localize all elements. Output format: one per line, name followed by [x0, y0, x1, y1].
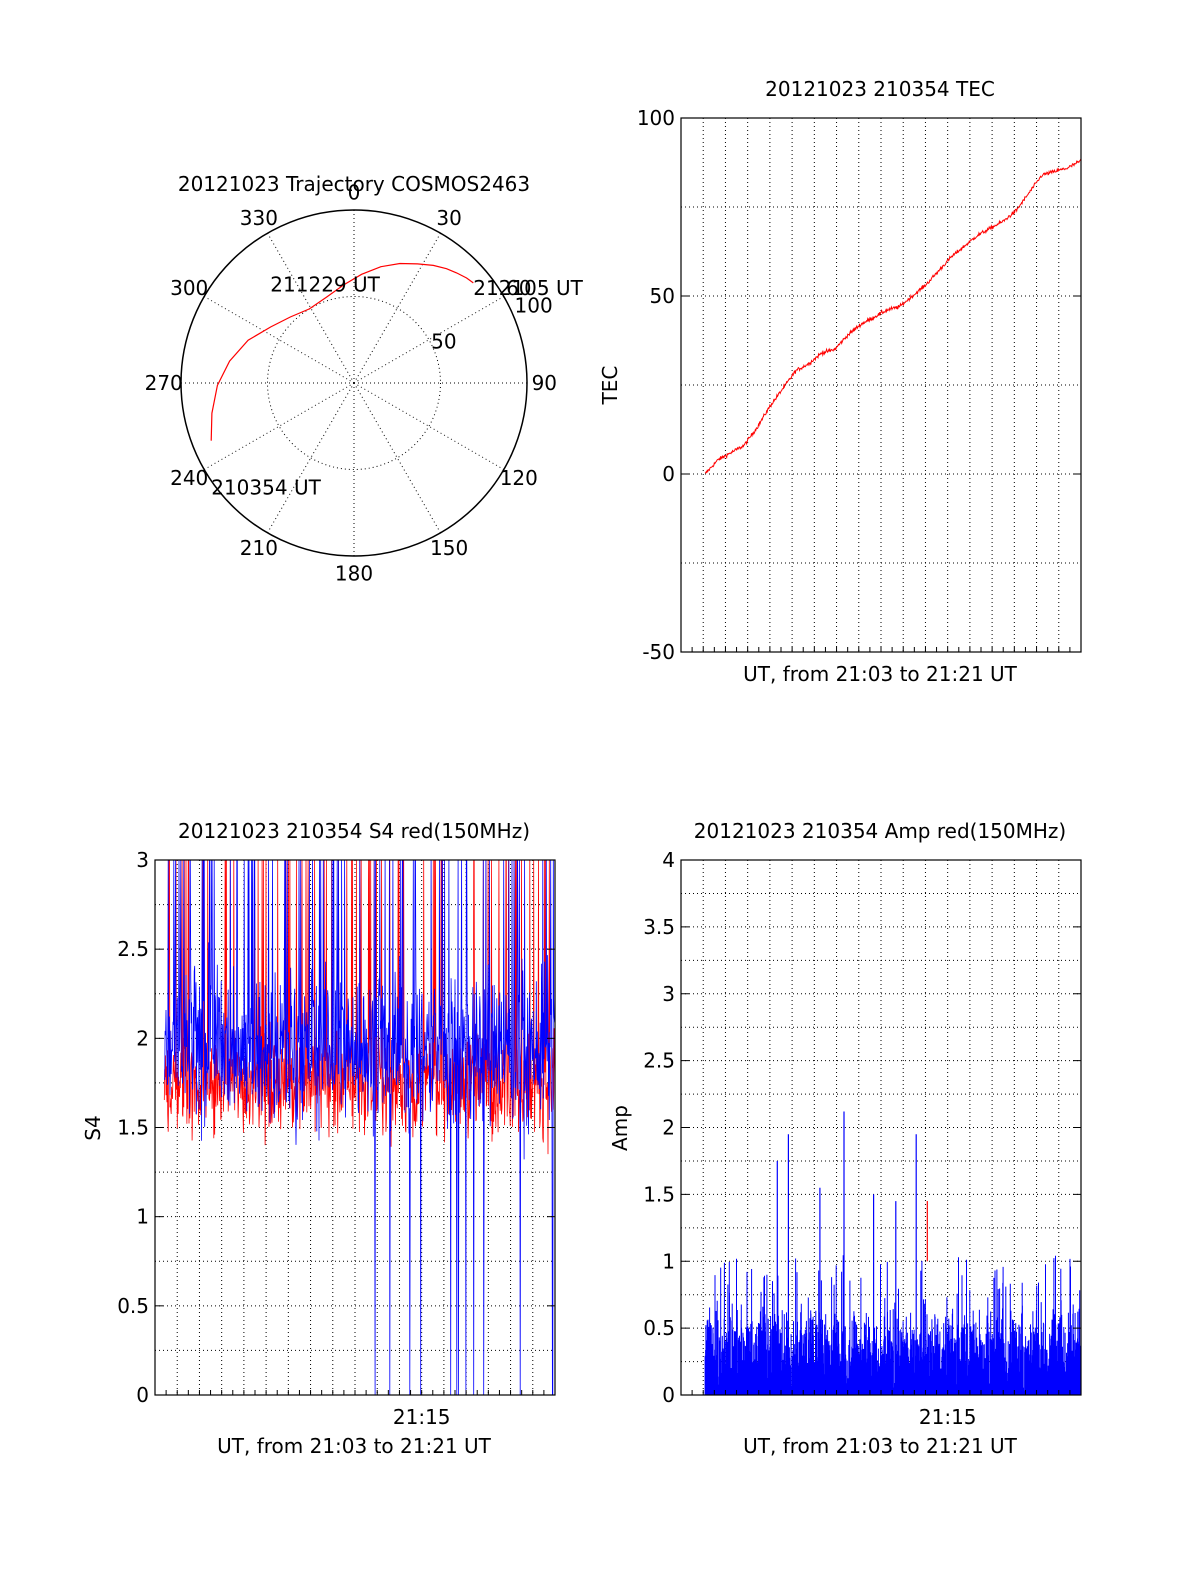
polar-spoke	[203, 296, 355, 384]
tec-x-label: UT, from 21:03 to 21:21 UT	[743, 662, 1018, 686]
amp-panel: 20121023 210354 Amp red(150MHz) 0 0.5 1 1.5…	[608, 819, 1082, 1458]
amp-y-tick-label: 3	[662, 982, 675, 1006]
polar-grid	[180, 209, 528, 557]
amp-y-tick-label: 1	[662, 1249, 675, 1273]
s4-y-ticks: 0 0.5 1 1.5 2 2.5 3	[117, 848, 555, 1407]
amp-y-tick-label: 0.5	[643, 1316, 675, 1340]
tec-y-tick-label: 0	[662, 462, 675, 486]
polar-azimuth-label: 330	[240, 206, 278, 230]
tec-y-tick-label: 50	[650, 284, 675, 308]
trajectory-annotations: 212105 UT 211229 UT 210354 UT	[211, 273, 583, 500]
amp-y-tick-label: 2.5	[643, 1049, 675, 1073]
polar-spoke	[353, 382, 505, 470]
amp-x-tick-label: 21:15	[919, 1405, 977, 1429]
tec-line	[704, 158, 1082, 474]
trajectory-panel: 20121023 Trajectory COSMOS2463 0 30 60 90 12…	[145, 172, 584, 585]
polar-radial-ring	[267, 296, 441, 470]
tec-y-label: TEC	[598, 366, 622, 406]
amp-y-tick-label: 0	[662, 1383, 675, 1407]
polar-azimuth-label: 60	[506, 276, 531, 300]
amp-y-ticks: 0 0.5 1 1.5 2 2.5 3 3.5 4	[643, 848, 1081, 1407]
polar-azimuth-label: 150	[430, 536, 468, 560]
polar-spoke	[203, 382, 355, 470]
polar-azimuth-label: 0	[348, 181, 361, 205]
polar-azimuth-label: 210	[240, 536, 278, 560]
s4-series	[163, 859, 556, 1396]
s4-frame	[154, 859, 556, 1396]
tec-y-tick-label: -50	[642, 640, 675, 664]
polar-spoke	[353, 296, 505, 384]
s4-title: 20121023 210354 S4 red(150MHz)	[178, 819, 530, 843]
s4-y-tick-label: 3	[136, 848, 149, 872]
s4-y-tick-label: 2	[136, 1026, 149, 1050]
amp-title: 20121023 210354 Amp red(150MHz)	[694, 819, 1066, 843]
tec-y-ticks: -50 0 50 100	[637, 106, 1081, 664]
s4-panel: 20121023 210354 S4 red(150MHz) 0 0.5 1 1.5 2…	[81, 819, 556, 1458]
s4-x-label: UT, from 21:03 to 21:21 UT	[217, 1434, 492, 1458]
amp-y-tick-label: 3.5	[643, 915, 675, 939]
polar-azimuth-label: 300	[170, 276, 208, 300]
tec-series	[704, 158, 1082, 474]
amp-y-tick-label: 1.5	[643, 1182, 675, 1206]
polar-spoke	[267, 232, 355, 384]
polar-radial-label: 100	[515, 293, 553, 317]
polar-radial-labels: 50 100	[431, 293, 553, 353]
s4-line	[163, 859, 556, 1396]
amp-x-label: UT, from 21:03 to 21:21 UT	[743, 1434, 1018, 1458]
trajectory-annotation: 211229 UT	[270, 273, 380, 297]
s4-y-tick-label: 1.5	[117, 1116, 149, 1140]
polar-azimuth-label: 180	[335, 561, 373, 585]
polar-azimuth-labels: 0 30 60 90 120 150 180 210 240 270 300 330	[145, 181, 557, 586]
polar-azimuth-label: 240	[170, 466, 208, 490]
tec-y-tick-label: 100	[637, 106, 675, 130]
polar-radial-label: 50	[431, 330, 456, 354]
amp-y-label: Amp	[608, 1105, 632, 1151]
s4-y-tick-label: 2.5	[117, 937, 149, 961]
polar-spoke	[353, 382, 441, 534]
polar-spoke	[267, 382, 355, 534]
polar-azimuth-label: 270	[145, 371, 183, 395]
trajectory-track	[210, 262, 474, 441]
s4-y-tick-label: 0.5	[117, 1294, 149, 1318]
trajectory-title: 20121023 Trajectory COSMOS2463	[178, 172, 530, 196]
amp-y-tick-label: 2	[662, 1116, 675, 1140]
amp-y-tick-label: 4	[662, 848, 675, 872]
trajectory-line	[210, 262, 474, 441]
polar-azimuth-label: 30	[436, 206, 461, 230]
amp-frame	[680, 859, 1082, 1396]
s4-y-tick-label: 0	[136, 1383, 149, 1407]
s4-x-tick-label: 21:15	[393, 1405, 451, 1429]
trajectory-annotation: 210354 UT	[211, 476, 321, 500]
polar-azimuth-label: 90	[532, 371, 557, 395]
trajectory-annotation: 212105 UT	[473, 276, 583, 300]
polar-azimuth-label: 120	[500, 466, 538, 490]
tec-frame	[680, 117, 1082, 653]
tec-title: 20121023 210354 TEC	[765, 77, 995, 101]
amp-series	[704, 1111, 1082, 1395]
s4-y-label: S4	[81, 1115, 105, 1140]
tec-panel: 20121023 210354 TEC -50 0 50 100 UT, from 2…	[598, 77, 1082, 686]
s4-y-tick-label: 1	[136, 1205, 149, 1229]
polar-spoke	[353, 232, 441, 384]
tec-grid	[681, 118, 1081, 652]
